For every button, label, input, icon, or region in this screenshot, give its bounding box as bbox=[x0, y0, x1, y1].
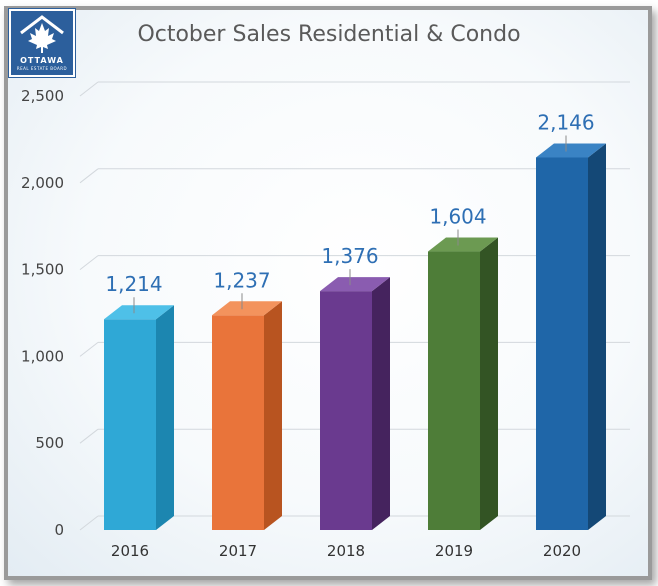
data-label-2016: 1,214 bbox=[105, 272, 162, 296]
bar-2017 bbox=[212, 315, 264, 530]
bar-side-2017 bbox=[264, 301, 282, 530]
y-tick-label: 1,000 bbox=[21, 347, 64, 365]
bar-top-2016 bbox=[104, 305, 174, 320]
bar-2016 bbox=[104, 319, 156, 530]
data-label-2018: 1,376 bbox=[321, 244, 378, 268]
chart-title: October Sales Residential & Condo bbox=[137, 22, 521, 47]
x-tick-label: 2016 bbox=[111, 542, 149, 560]
bar-side-2019 bbox=[480, 237, 498, 530]
maple-leaf-house-icon bbox=[20, 15, 64, 53]
logo-subtitle: REAL ESTATE BOARD bbox=[16, 66, 68, 71]
bar-side-2018 bbox=[372, 277, 390, 530]
gridline-depth bbox=[79, 428, 99, 444]
y-tick-label: 500 bbox=[35, 434, 64, 452]
gridline-depth bbox=[79, 515, 99, 531]
bar-top-2018 bbox=[320, 277, 390, 292]
bar-2018 bbox=[320, 291, 372, 530]
data-label-2019: 1,604 bbox=[429, 205, 486, 229]
bar-2020 bbox=[536, 157, 588, 530]
board-logo: OTTAWA REAL ESTATE BOARD bbox=[9, 9, 75, 77]
bar-2019 bbox=[428, 251, 480, 530]
y-tick-label: 0 bbox=[54, 521, 64, 539]
y-tick-label: 2,500 bbox=[21, 87, 64, 105]
gridline-depth bbox=[79, 168, 99, 184]
x-tick-label: 2020 bbox=[543, 542, 581, 560]
bar-side-2020 bbox=[588, 143, 606, 530]
y-tick-label: 2,000 bbox=[21, 174, 64, 192]
bar-side-2016 bbox=[156, 305, 174, 530]
y-tick-label: 1,500 bbox=[21, 261, 64, 279]
x-tick-label: 2017 bbox=[219, 542, 257, 560]
x-tick-label: 2018 bbox=[327, 542, 365, 560]
gridline-depth bbox=[79, 81, 99, 97]
bar-top-2019 bbox=[428, 237, 498, 252]
gridline-depth bbox=[79, 255, 99, 270]
data-label-2020: 2,146 bbox=[537, 110, 594, 134]
x-tick-label: 2019 bbox=[435, 542, 473, 560]
gridline-depth bbox=[79, 342, 99, 357]
bar-top-2020 bbox=[536, 143, 606, 158]
bar-top-2017 bbox=[212, 301, 282, 316]
data-label-2017: 1,237 bbox=[213, 268, 270, 292]
logo-wordmark: OTTAWA bbox=[20, 56, 64, 65]
